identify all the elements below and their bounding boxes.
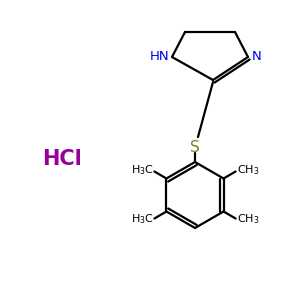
Text: H$_3$C: H$_3$C	[130, 213, 153, 226]
Text: HN: HN	[149, 50, 169, 62]
Text: N: N	[252, 50, 262, 64]
Text: HCl: HCl	[42, 149, 82, 169]
Text: S: S	[190, 140, 200, 154]
Text: CH$_3$: CH$_3$	[237, 164, 259, 177]
Text: H$_3$C: H$_3$C	[130, 164, 153, 177]
Text: CH$_3$: CH$_3$	[237, 213, 259, 226]
